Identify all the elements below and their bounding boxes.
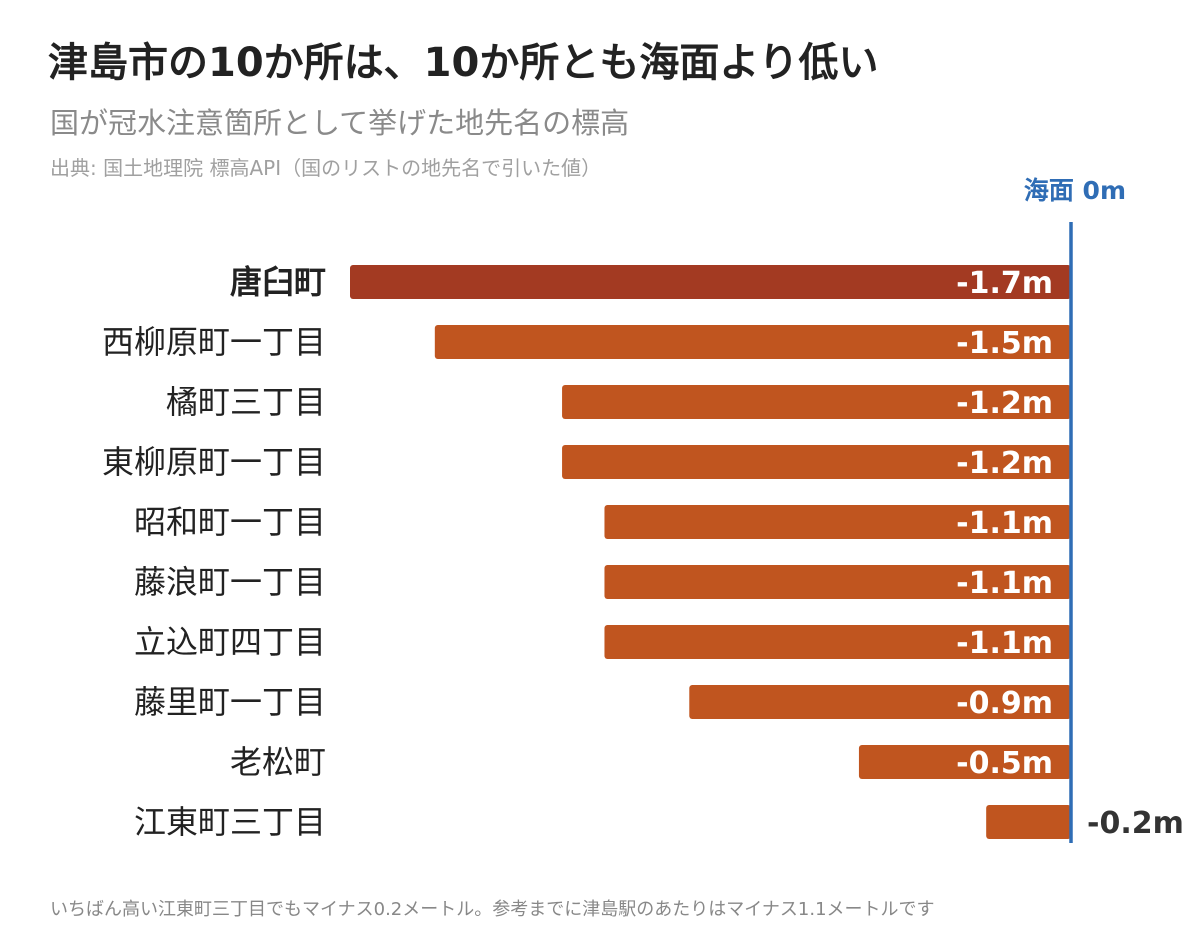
value-label-9: -0.5m [956, 746, 1053, 781]
bar-4 [562, 445, 1071, 479]
category-label-1: 唐臼町 [230, 263, 326, 301]
value-label-2: -1.5m [956, 326, 1053, 361]
bar-5 [604, 505, 1071, 539]
category-label-6: 藤浪町一丁目 [134, 563, 326, 601]
bar-1 [350, 265, 1071, 299]
value-label-4: -1.2m [956, 446, 1053, 481]
bar-7 [604, 625, 1071, 659]
category-label-9: 老松町 [230, 743, 326, 781]
chart-source: 出典: 国土地理院 標高API（国のリストの地先名で引いた値） [50, 156, 602, 180]
chart-title: 津島市の10か所は、10か所とも海面より低い [48, 40, 879, 86]
bar-9 [858, 745, 1071, 779]
value-label-8: -0.9m [956, 686, 1053, 721]
bar-2 [434, 325, 1072, 359]
category-label-10: 江東町三丁目 [134, 803, 326, 841]
category-label-3: 橘町三丁目 [166, 383, 326, 421]
value-label-6: -1.1m [956, 566, 1053, 601]
chart-subtitle: 国が冠水注意箇所として挙げた地先名の標高 [50, 106, 630, 140]
category-label-4: 東柳原町一丁目 [102, 443, 326, 481]
bar-3 [562, 385, 1071, 419]
value-label-7: -1.1m [956, 626, 1053, 661]
value-label-1: -1.7m [956, 266, 1053, 301]
bar-6 [604, 565, 1071, 599]
sea-level-label: 海面 0m [1024, 176, 1126, 205]
value-label-10: -0.2m [1087, 806, 1184, 841]
value-label-5: -1.1m [956, 506, 1053, 541]
bar-8 [689, 685, 1071, 719]
category-label-8: 藤里町一丁目 [134, 683, 326, 721]
category-label-5: 昭和町一丁目 [134, 503, 326, 541]
bar-10 [986, 805, 1071, 839]
value-label-3: -1.2m [956, 386, 1053, 421]
category-label-2: 西柳原町一丁目 [102, 323, 326, 361]
category-label-7: 立込町四丁目 [134, 623, 326, 661]
chart-footnote: いちばん高い江東町三丁目でもマイナス0.2メートル。参考までに津島駅のあたりはマ… [50, 899, 935, 920]
